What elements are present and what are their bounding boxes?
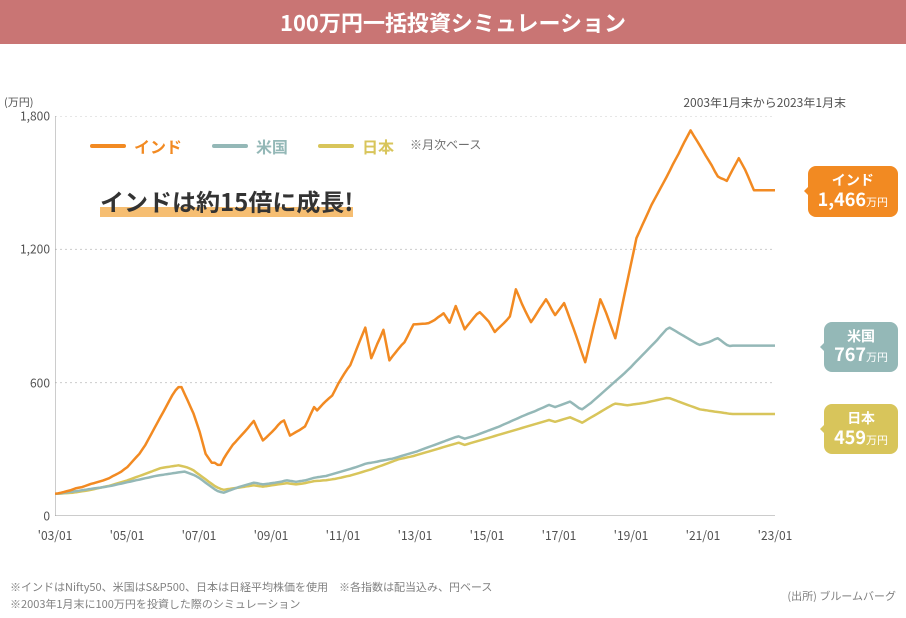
y-tick-label: 600 — [10, 374, 50, 391]
x-tick-label: '03/01 — [38, 527, 73, 544]
x-tick-label: '21/01 — [686, 527, 721, 544]
callout-japan: 日本 459万円 — [824, 404, 898, 454]
callout-usa: 米国 767万円 — [824, 322, 898, 372]
callout-india: インド 1,466万円 — [808, 166, 898, 216]
y-tick-label: 0 — [10, 508, 50, 525]
callout-india-value: 1,466 — [818, 186, 866, 212]
callout-japan-value: 459 — [834, 424, 866, 450]
x-tick-label: '09/01 — [254, 527, 289, 544]
y-tick-label: 1,800 — [10, 108, 50, 125]
footnote-2: ※2003年1月末に100万円を投資した際のシミュレーション — [10, 596, 492, 613]
callout-japan-unit: 万円 — [866, 432, 888, 448]
x-tick-label: '23/01 — [758, 527, 793, 544]
x-tick-label: '15/01 — [470, 527, 505, 544]
y-tick-label: 1,200 — [10, 241, 50, 258]
x-tick-label: '13/01 — [398, 527, 433, 544]
chart-area: (万円) 2003年1月末から2023年1月末 インド 米国 日本 ※月次ベース… — [0, 44, 906, 564]
footnotes: ※インドはNifty50、米国はS&P500、日本は日経平均株価を使用 ※各指数… — [10, 579, 492, 612]
callout-usa-value: 767 — [834, 341, 866, 367]
x-tick-label: '05/01 — [110, 527, 145, 544]
x-tick-label: '11/01 — [326, 527, 361, 544]
footnote-1: ※インドはNifty50、米国はS&P500、日本は日経平均株価を使用 ※各指数… — [10, 579, 492, 596]
x-tick-label: '17/01 — [542, 527, 577, 544]
callout-india-unit: 万円 — [866, 194, 888, 210]
x-tick-label: '19/01 — [614, 527, 649, 544]
period-note: 2003年1月末から2023年1月末 — [683, 94, 846, 111]
line-chart — [55, 116, 775, 516]
callout-usa-unit: 万円 — [866, 349, 888, 365]
x-tick-label: '07/01 — [182, 527, 217, 544]
page-title: 100万円一括投資シミュレーション — [0, 0, 906, 44]
source-label: (出所) ブルームバーグ — [787, 588, 896, 604]
